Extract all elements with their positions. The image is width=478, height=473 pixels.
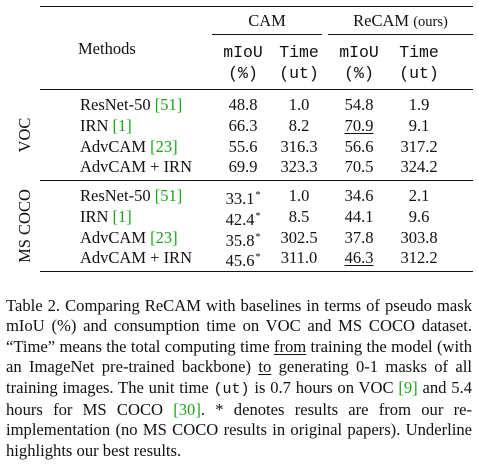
table-cell: 35.8* bbox=[225, 231, 261, 250]
header-bottom-rule bbox=[40, 89, 473, 90]
table-cell: 55.6 bbox=[228, 137, 258, 156]
table-cell: 33.1* bbox=[225, 189, 261, 208]
recam-group-name: ReCAM bbox=[353, 11, 410, 30]
table-cell: 48.8 bbox=[228, 95, 258, 114]
table-cell-best: 70.9 bbox=[344, 116, 374, 135]
table-row-label: ResNet-50 [51] bbox=[80, 186, 183, 205]
caption-to: to bbox=[258, 357, 272, 377]
table-cell: 70.5 bbox=[344, 157, 374, 176]
recam-group-header: ReCAM (ours) bbox=[328, 11, 473, 32]
table-cell: 56.6 bbox=[344, 137, 374, 156]
section-divider-rule bbox=[40, 180, 473, 181]
table-row-label: ResNet-50 [51] bbox=[80, 95, 183, 114]
table-row-label: IRN [1] bbox=[80, 207, 132, 226]
table-row-label: AdvCAM [23] bbox=[80, 137, 178, 156]
header-miou-cam: mIoU bbox=[223, 43, 263, 62]
header-miou-recam: mIoU bbox=[339, 43, 379, 62]
cam-group-header: CAM bbox=[248, 11, 286, 30]
table-cell: 323.3 bbox=[280, 157, 318, 176]
caption-from: from bbox=[273, 336, 307, 356]
table-cell: 37.8 bbox=[344, 228, 374, 247]
header-time-recam: Time bbox=[399, 43, 439, 62]
table-cell: 1.0 bbox=[288, 186, 310, 205]
table-row-label: AdvCAM [23] bbox=[80, 228, 178, 247]
table-cell: 45.6* bbox=[225, 251, 261, 270]
table-cell: 66.3 bbox=[228, 116, 258, 135]
section-label-mscoco: MS COCO bbox=[15, 189, 34, 263]
header-time-cam: Time bbox=[279, 43, 319, 62]
header-unit-recam-miou: (%) bbox=[344, 64, 374, 83]
table-cell: 312.2 bbox=[400, 248, 438, 267]
table-top-rule bbox=[40, 6, 473, 8]
table-cell: 302.5 bbox=[280, 228, 318, 247]
table-cell: 34.6 bbox=[344, 186, 374, 205]
table-cell: 2.1 bbox=[408, 186, 430, 205]
table-cell: 42.4* bbox=[225, 210, 261, 229]
table-cell: 44.1 bbox=[344, 207, 374, 226]
header-unit-cam-miou: (%) bbox=[228, 64, 258, 83]
table-cell: 317.2 bbox=[400, 137, 438, 156]
section-label-voc: VOC bbox=[15, 117, 34, 153]
caption-cite-30: [30] bbox=[173, 400, 201, 420]
caption-cite-9: [9] bbox=[398, 377, 418, 397]
table-row-label: AdvCAM + IRN bbox=[80, 157, 192, 176]
caption-ut: (ut) bbox=[213, 380, 250, 398]
header-unit-cam-time: (ut) bbox=[279, 64, 319, 83]
table-cell: 316.3 bbox=[280, 137, 318, 156]
cam-group-rule bbox=[212, 34, 322, 35]
table-cell: 1.9 bbox=[408, 95, 430, 114]
table-cell: 9.1 bbox=[408, 116, 430, 135]
table-cell: 8.2 bbox=[288, 116, 310, 135]
table-cell-best: 46.3 bbox=[344, 248, 374, 267]
table-cell: 54.8 bbox=[344, 95, 374, 114]
table-cell: 1.0 bbox=[288, 95, 310, 114]
table-cell: 311.0 bbox=[280, 248, 318, 267]
recam-group-rule bbox=[328, 34, 473, 35]
methods-header: Methods bbox=[78, 39, 136, 58]
table-caption: Table 2. Comparing ReCAM with baselines … bbox=[6, 296, 473, 460]
table-cell: 8.5 bbox=[288, 207, 310, 226]
table-cell: 69.9 bbox=[228, 157, 258, 176]
table-row-label: IRN [1] bbox=[80, 116, 132, 135]
table-cell: 324.2 bbox=[400, 157, 438, 176]
header-unit-recam-time: (ut) bbox=[399, 64, 439, 83]
table-cell: 303.8 bbox=[400, 228, 438, 247]
table-row-label: AdvCAM + IRN bbox=[80, 248, 192, 267]
recam-ours-label: (ours) bbox=[413, 14, 448, 30]
table-bottom-rule bbox=[40, 271, 473, 273]
table-cell: 9.6 bbox=[408, 207, 430, 226]
